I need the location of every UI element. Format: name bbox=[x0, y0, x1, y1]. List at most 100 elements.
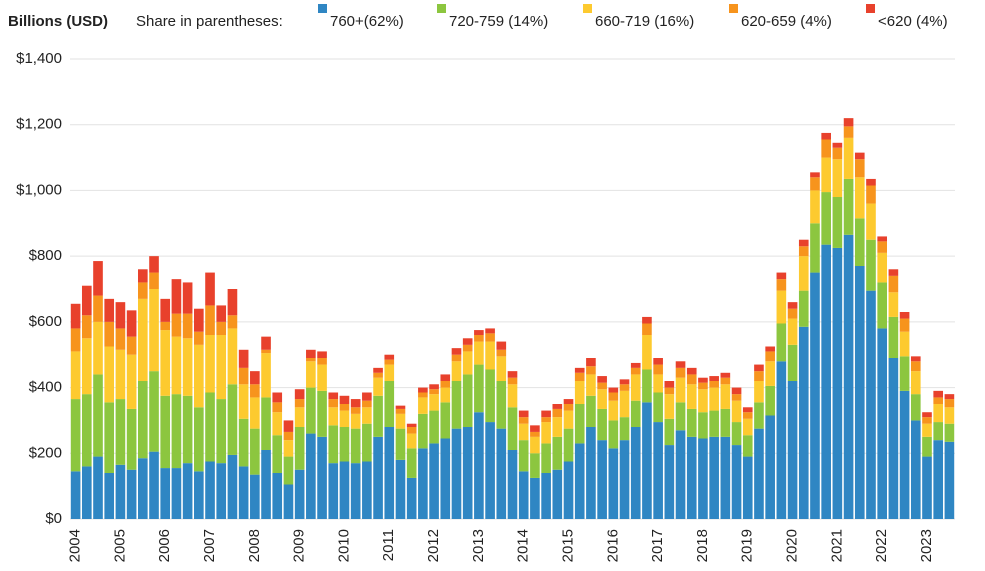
bar-segment bbox=[877, 282, 888, 329]
bar-segment bbox=[630, 367, 641, 375]
bar-segment bbox=[787, 381, 798, 519]
bar-segment bbox=[362, 400, 372, 408]
y-axis-label: Billions (USD) bbox=[8, 13, 108, 30]
bar-segment bbox=[552, 408, 563, 418]
bar-segment bbox=[93, 261, 103, 296]
bar-segment bbox=[429, 389, 439, 395]
bar-segment bbox=[429, 410, 439, 444]
bar-segment bbox=[227, 315, 238, 329]
bar-segment bbox=[115, 302, 126, 329]
bar-segment bbox=[653, 392, 663, 423]
x-tick-label: 2005 bbox=[111, 529, 128, 562]
bar-segment bbox=[339, 404, 350, 411]
bar-segment bbox=[81, 285, 92, 316]
bar-segment bbox=[395, 405, 406, 409]
bar-segment bbox=[731, 445, 742, 519]
bar-segment bbox=[238, 384, 249, 419]
bar-segment bbox=[149, 371, 159, 452]
bar-segment bbox=[451, 428, 462, 519]
bar-segment bbox=[339, 410, 350, 427]
bar-segment bbox=[765, 385, 775, 416]
bar-segment bbox=[910, 371, 921, 395]
bar-segment bbox=[395, 428, 406, 460]
bar-segment bbox=[653, 364, 663, 375]
bar-segment bbox=[306, 358, 316, 362]
bar-segment bbox=[227, 328, 238, 385]
bar-segment bbox=[485, 422, 495, 519]
legend-swatch bbox=[437, 4, 446, 13]
legend-swatch bbox=[318, 4, 327, 13]
bar-segment bbox=[406, 433, 417, 449]
bar-segment bbox=[362, 392, 372, 401]
y-tick-label: $800 bbox=[29, 247, 62, 264]
bar-segment bbox=[664, 445, 675, 519]
bar-segment bbox=[608, 420, 619, 449]
bar-segment bbox=[182, 282, 193, 314]
bar-segment bbox=[787, 308, 798, 319]
bar-segment bbox=[765, 351, 775, 362]
bar-segment bbox=[619, 390, 630, 418]
bar-segment bbox=[104, 346, 115, 403]
bar-segment bbox=[653, 358, 663, 365]
x-tick-label: 2010 bbox=[335, 529, 352, 562]
bar-segment bbox=[70, 303, 81, 329]
bar-segment bbox=[149, 272, 159, 289]
bar-segment bbox=[384, 381, 395, 427]
bar-segment bbox=[910, 361, 921, 372]
bar-segment bbox=[496, 381, 507, 429]
bar-segment bbox=[888, 292, 899, 317]
bar-segment bbox=[317, 351, 327, 358]
y-tick-label: $1,000 bbox=[16, 181, 62, 198]
bar-segment bbox=[787, 318, 798, 345]
bar-segment bbox=[541, 422, 551, 444]
bar-segment bbox=[384, 427, 395, 519]
bar-segment bbox=[720, 408, 731, 437]
bar-segment bbox=[474, 335, 484, 342]
bar-segment bbox=[899, 312, 910, 319]
x-tick-label: 2020 bbox=[784, 529, 801, 562]
bar-segment bbox=[586, 395, 596, 427]
bar-segment bbox=[563, 404, 574, 411]
bar-segment bbox=[866, 239, 876, 291]
bar-segment bbox=[843, 178, 854, 235]
bar-segment bbox=[877, 236, 888, 242]
bar-segment bbox=[675, 430, 686, 519]
bar-segment bbox=[518, 423, 529, 441]
bar-segment bbox=[462, 338, 473, 345]
bar-segment bbox=[104, 321, 115, 347]
bar-segment bbox=[686, 436, 697, 519]
bar-segment bbox=[485, 341, 495, 370]
bar-segment bbox=[194, 308, 204, 332]
bar-segment bbox=[888, 358, 899, 519]
bar-segment bbox=[373, 367, 383, 373]
bar-segment bbox=[350, 463, 361, 519]
bar-segment bbox=[552, 404, 563, 409]
bar-segment bbox=[910, 394, 921, 421]
bar-segment bbox=[709, 381, 719, 388]
bar-segment bbox=[373, 436, 383, 519]
bar-segment bbox=[574, 381, 585, 404]
bar-segment bbox=[742, 412, 753, 419]
bar-segment bbox=[126, 354, 137, 409]
bar-segment bbox=[552, 417, 563, 437]
bar-segment bbox=[149, 256, 159, 273]
bar-segment bbox=[451, 381, 462, 429]
bar-segment bbox=[328, 463, 339, 519]
bar-segment bbox=[362, 423, 372, 462]
bar-segment bbox=[933, 404, 944, 423]
bar-segment bbox=[854, 218, 865, 266]
bar-segment bbox=[810, 223, 820, 273]
bar-segment bbox=[843, 118, 854, 127]
bar-segment bbox=[306, 349, 316, 358]
bar-segment bbox=[474, 412, 484, 519]
bar-segment bbox=[115, 328, 126, 350]
bar-segment bbox=[944, 407, 955, 424]
bar-segment bbox=[406, 427, 417, 434]
bar-segment bbox=[731, 387, 742, 395]
bar-segment bbox=[776, 272, 787, 280]
bar-segment bbox=[619, 379, 630, 385]
bar-segment bbox=[362, 407, 372, 424]
bar-segment bbox=[474, 330, 484, 335]
bar-segment bbox=[754, 402, 764, 429]
bar-segment bbox=[462, 374, 473, 427]
